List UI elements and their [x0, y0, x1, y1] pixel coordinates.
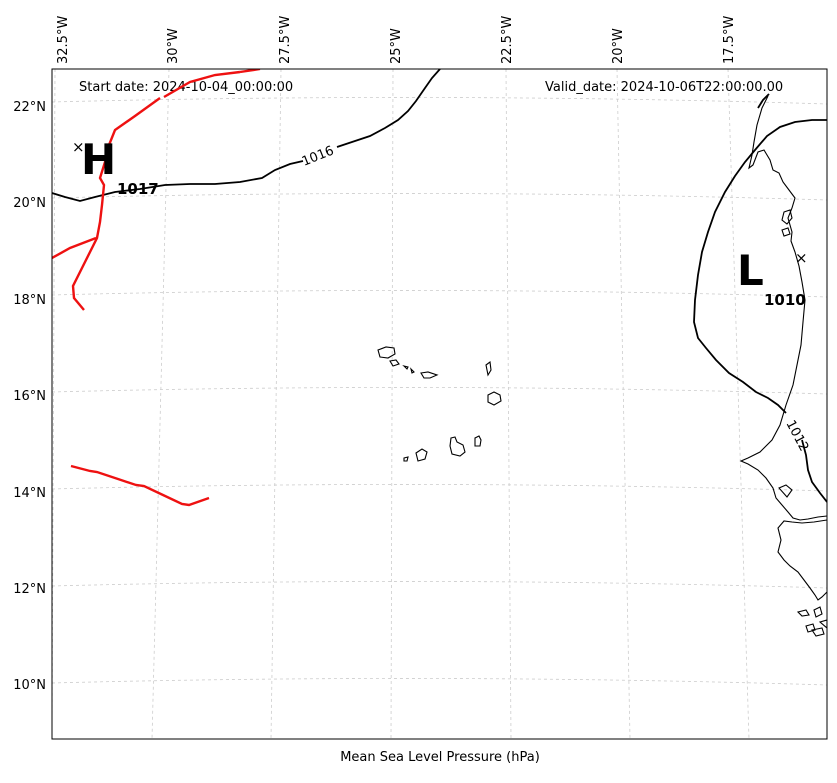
- lon-label: 17.5°W: [722, 16, 737, 64]
- african-coastline: [739, 95, 827, 637]
- high-pressure-center: × H 1017: [72, 135, 159, 198]
- lat-label: 14°N: [13, 486, 46, 501]
- lat-label: 16°N: [13, 389, 46, 404]
- contour-label-1012: 1012: [782, 418, 811, 454]
- high-pressure-value: 1017: [117, 180, 159, 198]
- lat-label: 18°N: [13, 293, 46, 308]
- lat-label: 22°N: [13, 100, 46, 115]
- longitude-labels: 32.5°W 30°W 27.5°W 25°W 22.5°W 20°W 17.5…: [56, 16, 737, 64]
- parallel-gridlines: [52, 97, 827, 686]
- map-area: 1016 1012 × H 1017 × L 1010: [52, 69, 827, 739]
- map-frame: [51, 68, 828, 740]
- low-pressure-value: 1010: [764, 291, 806, 309]
- valid-date: Valid_date: 2024-10-06T22:00:00.00: [545, 80, 783, 95]
- lon-label: 22.5°W: [500, 16, 515, 64]
- low-letter: L: [737, 246, 764, 295]
- x-axis-label: Mean Sea Level Pressure (hPa): [340, 750, 540, 765]
- lon-label: 27.5°W: [278, 16, 293, 64]
- lon-label: 25°W: [389, 28, 404, 64]
- lon-label: 20°W: [611, 28, 626, 64]
- low-pressure-center: × L 1010: [737, 246, 808, 309]
- center-marker-icon: ×: [72, 138, 85, 156]
- center-marker-icon: ×: [795, 249, 808, 267]
- isobars: [52, 69, 827, 503]
- high-letter: H: [81, 135, 116, 184]
- lon-label: 30°W: [166, 28, 181, 64]
- cape-verde-islands: [377, 346, 502, 462]
- lat-label: 10°N: [13, 678, 46, 693]
- start-date: Start date: 2024-10-04_00:00:00: [79, 80, 293, 95]
- latitude-labels: 22°N 20°N 18°N 16°N 14°N 12°N 10°N: [13, 100, 46, 693]
- contour-label-1016: 1016: [300, 143, 336, 169]
- lat-label: 20°N: [13, 196, 46, 211]
- lon-label: 32.5°W: [56, 16, 71, 64]
- meridian-gridlines: [52, 69, 750, 739]
- lat-label: 12°N: [13, 582, 46, 597]
